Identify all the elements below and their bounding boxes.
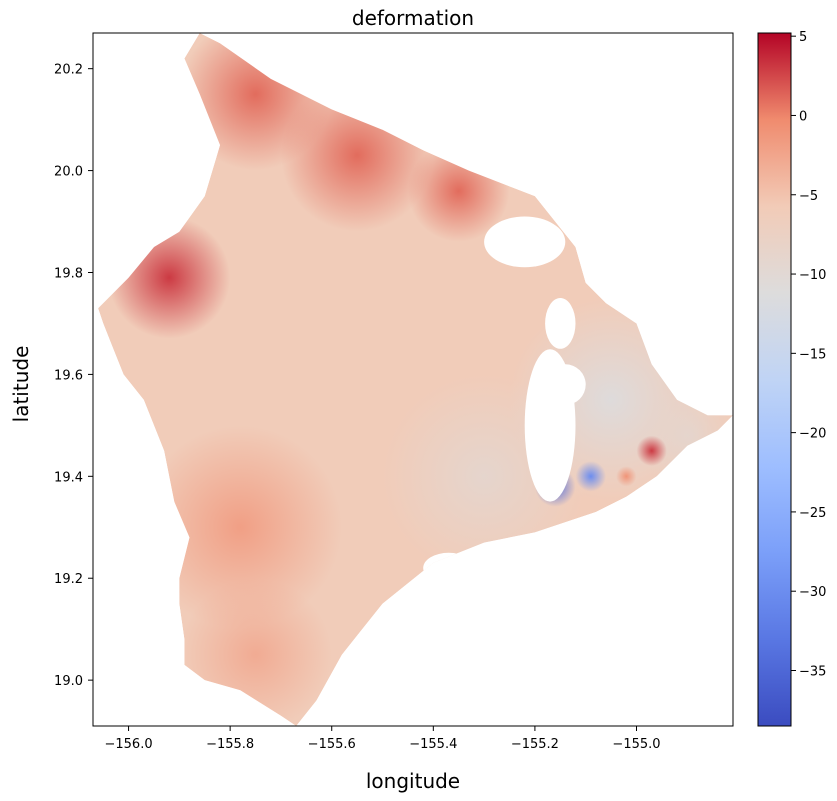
plot-frame <box>92 32 734 727</box>
colorbar-tick-label: −25 <box>799 506 826 521</box>
no-data-gap <box>545 298 576 349</box>
no-data-gap <box>423 552 474 584</box>
colorbar-tick-label: 0 <box>799 109 807 124</box>
deformation-hotspot <box>616 466 637 487</box>
y-tick-label: 19.4 <box>54 470 83 485</box>
x-tick-label: −155.2 <box>511 737 559 752</box>
y-tick-label: 19.6 <box>54 368 83 383</box>
no-data-gap <box>545 364 586 405</box>
colorbar-tick-label: −5 <box>799 189 818 204</box>
colorbar-ticks: 5 0 −5 −10 −15 −20 −25 −30 −35 <box>791 30 826 679</box>
y-tick-label: 19.0 <box>54 674 83 689</box>
colorbar-tick-label: −35 <box>799 664 826 679</box>
y-axis: 19.0 19.2 19.4 19.6 19.8 20.0 20.2 <box>54 63 93 689</box>
deformation-hotspot <box>280 79 434 232</box>
y-tick-label: 19.8 <box>54 266 83 281</box>
deformation-hotspot <box>636 384 733 487</box>
colorbar: 5 0 −5 −10 −15 −20 −25 −30 −35 <box>757 30 826 727</box>
y-tick-label: 20.2 <box>54 63 83 78</box>
colorbar-gradient <box>757 32 792 727</box>
x-tick-label: −155.6 <box>308 737 356 752</box>
deformation-hotspot <box>575 461 606 492</box>
no-data-gap <box>484 216 566 268</box>
plot-area <box>98 33 733 726</box>
x-tick-label: −155.8 <box>206 737 254 752</box>
deformation-hotspot <box>108 216 231 339</box>
y-tick-label: 19.2 <box>54 572 83 587</box>
x-axis: −156.0 −155.8 −155.6 −155.4 −155.2 −155.0 <box>105 726 661 752</box>
chart-title: deformation <box>352 6 474 30</box>
x-tick-label: −155.4 <box>409 737 457 752</box>
y-axis-label: latitude <box>9 346 33 423</box>
island-surface <box>98 33 733 726</box>
colorbar-tick-label: −20 <box>799 427 826 442</box>
deformation-hotspot <box>138 425 342 629</box>
colorbar-tick-label: −30 <box>799 585 826 600</box>
colorbar-tick-label: 5 <box>799 30 807 45</box>
x-tick-label: −155.0 <box>612 737 660 752</box>
deformation-hotspot <box>636 435 667 466</box>
deformation-map <box>98 33 733 726</box>
deformation-hotspot <box>179 578 332 726</box>
x-axis-label: longitude <box>366 769 460 793</box>
x-tick-label: −156.0 <box>105 737 153 752</box>
colorbar-tick-label: −10 <box>799 268 826 283</box>
colorbar-tick-label: −15 <box>799 347 826 362</box>
y-tick-label: 20.0 <box>54 165 83 180</box>
